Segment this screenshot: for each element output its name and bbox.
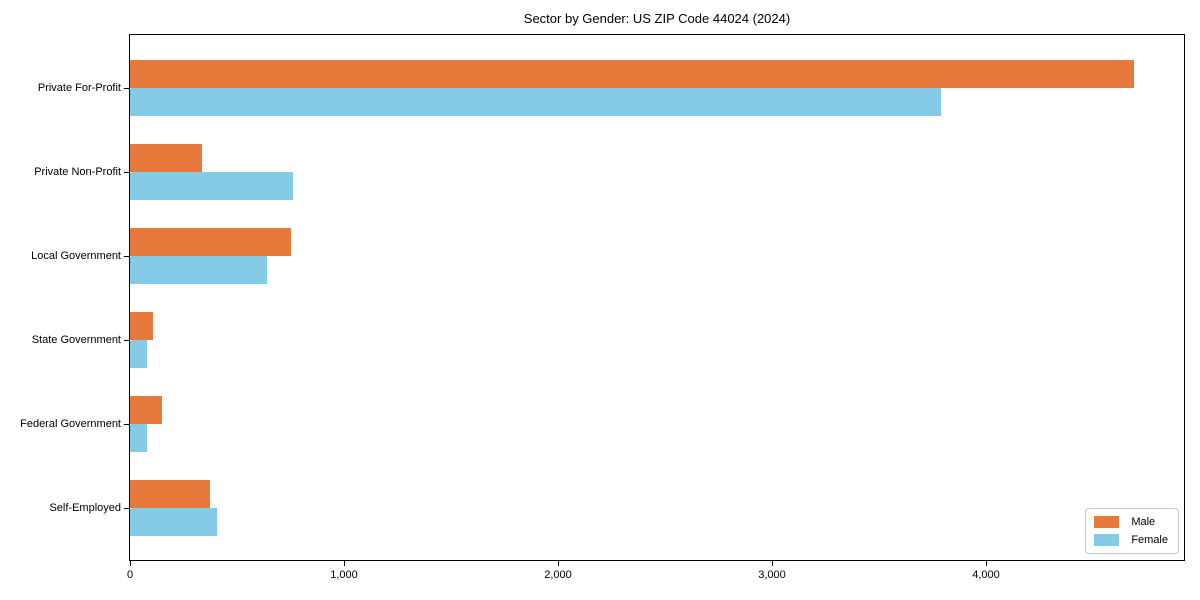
ytick-label-self-employed: Self-Employed <box>49 502 121 514</box>
ytick-label-state-government: State Government <box>31 334 121 346</box>
plot-area: Male Female <box>129 34 1185 561</box>
xtick-label-0: 0 <box>126 569 134 581</box>
legend-label-male: Male <box>1131 516 1156 528</box>
ytick-label-private-non-profit: Private Non-Profit <box>34 166 121 178</box>
bar-male-local-government <box>130 228 291 256</box>
bar-female-federal-government <box>130 424 147 452</box>
bar-female-local-government <box>130 256 267 284</box>
xtick-mark-4000 <box>986 561 987 566</box>
legend-item-male: Male <box>1094 516 1168 528</box>
bar-male-self-employed <box>130 480 211 508</box>
legend-label-female: Female <box>1131 534 1168 546</box>
ytick-mark-private-non-profit <box>124 172 129 173</box>
bar-female-state-government <box>130 340 148 368</box>
bar-female-private-non-profit <box>130 172 293 200</box>
bar-male-private-for-profit <box>130 60 1134 88</box>
bar-male-federal-government <box>130 396 163 424</box>
ytick-label-local-government: Local Government <box>31 250 121 262</box>
legend: Male Female <box>1085 508 1179 554</box>
ytick-mark-state-government <box>124 340 129 341</box>
ytick-mark-local-government <box>124 256 129 257</box>
ytick-mark-federal-government <box>124 424 129 425</box>
xtick-label-1000: 1,000 <box>330 569 358 581</box>
xtick-label-3000: 3,000 <box>758 569 786 581</box>
bar-male-private-non-profit <box>130 144 202 172</box>
legend-item-female: Female <box>1094 534 1168 546</box>
bars-layer <box>130 35 1184 560</box>
chart-title: Sector by Gender: US ZIP Code 44024 (202… <box>523 11 791 26</box>
bar-female-private-for-profit <box>130 88 942 116</box>
xtick-label-2000: 2,000 <box>544 569 572 581</box>
xtick-label-4000: 4,000 <box>972 569 1000 581</box>
xtick-mark-1000 <box>344 561 345 566</box>
xtick-mark-2000 <box>558 561 559 566</box>
xtick-mark-3000 <box>772 561 773 566</box>
ytick-mark-self-employed <box>124 508 129 509</box>
ytick-mark-private-for-profit <box>124 88 129 89</box>
legend-swatch-male <box>1094 516 1120 528</box>
ytick-label-private-for-profit: Private For-Profit <box>37 82 121 94</box>
bar-male-state-government <box>130 312 153 340</box>
ytick-label-federal-government: Federal Government <box>20 418 121 430</box>
xtick-mark-0 <box>130 561 131 566</box>
bar-female-self-employed <box>130 508 217 536</box>
legend-swatch-female <box>1094 534 1120 546</box>
